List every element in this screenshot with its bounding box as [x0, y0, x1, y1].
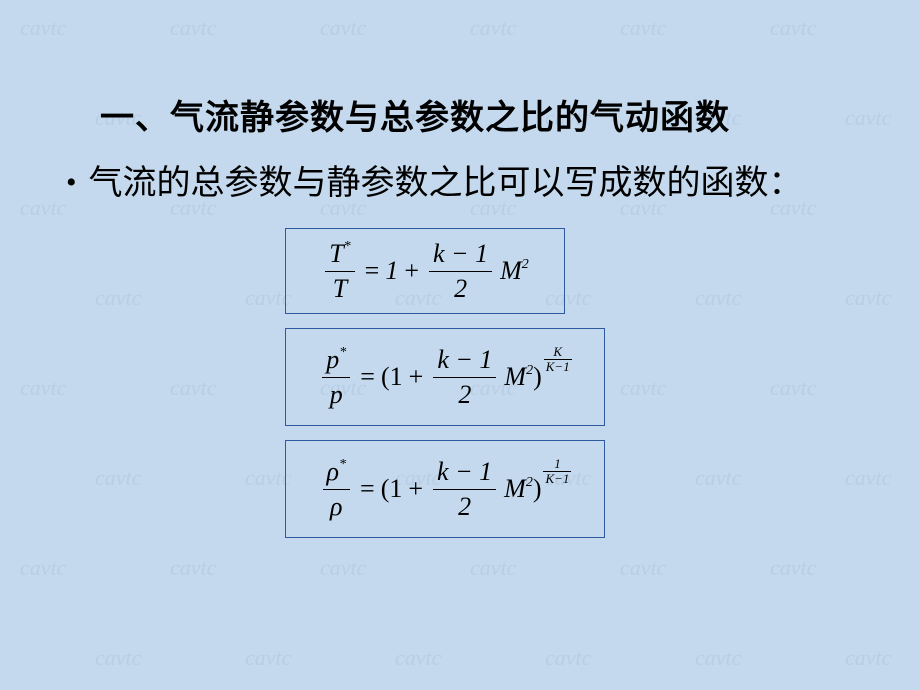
- eq3-M: M: [504, 474, 526, 503]
- watermark: cavtc: [695, 645, 741, 671]
- eq2-num-sup: *: [339, 345, 346, 360]
- eq1-Msup: 2: [522, 257, 529, 272]
- bullet-marker: •: [66, 159, 77, 207]
- equation-3: ρ* ρ = (1 + k − 1 2 M2 ) 1 K−1: [319, 457, 572, 522]
- eq3-Msup: 2: [526, 475, 533, 490]
- watermark: cavtc: [620, 555, 666, 581]
- section-title: 一、气流静参数与总参数之比的气动函数: [100, 90, 860, 139]
- watermark: cavtc: [395, 645, 441, 671]
- eq1-mid-den: 2: [450, 272, 471, 304]
- watermark: cavtc: [545, 645, 591, 671]
- watermark: cavtc: [470, 555, 516, 581]
- watermark: cavtc: [245, 645, 291, 671]
- watermark: cavtc: [20, 555, 66, 581]
- equation-2: p* p = (1 + k − 1 2 M2 ) K K−1: [318, 345, 571, 410]
- eq2-num-base: p: [326, 345, 339, 374]
- watermark: cavtc: [320, 555, 366, 581]
- watermark: cavtc: [770, 555, 816, 581]
- eq2-M: M: [504, 362, 526, 391]
- eq3-num-base: ρ: [327, 457, 339, 486]
- eq1-num-sup: *: [344, 239, 351, 254]
- eq3-exp-den: K−1: [543, 472, 571, 486]
- eq1-num-base: T: [329, 239, 343, 268]
- bullet-item: • 气流的总参数与静参数之比可以写成数的函数：: [60, 159, 860, 208]
- watermark: cavtc: [170, 555, 216, 581]
- eq2-exp-num: K: [551, 345, 564, 359]
- eq3-mid-num: k − 1: [433, 457, 496, 489]
- eq1-mid-num: k − 1: [429, 239, 492, 271]
- eq1-den: T: [329, 272, 351, 304]
- eq2-den: p: [326, 378, 347, 410]
- eq2-Msup: 2: [526, 363, 533, 378]
- eq3-exp-num: 1: [552, 457, 563, 471]
- eq3-den: ρ: [326, 490, 346, 522]
- watermark: cavtc: [845, 645, 891, 671]
- eq2-mid-num: k − 1: [433, 345, 496, 377]
- slide-content: 一、气流静参数与总参数之比的气动函数 • 气流的总参数与静参数之比可以写成数的函…: [0, 0, 920, 538]
- formula-box-1: T* T = 1 + k − 1 2 M2: [285, 228, 565, 314]
- eq1-one: 1: [385, 256, 398, 286]
- bullet-text: 气流的总参数与静参数之比可以写成数的函数：: [89, 159, 860, 208]
- formula-box-2: p* p = (1 + k − 1 2 M2 ) K K−1: [285, 328, 605, 426]
- eq2-mid-den: 2: [454, 378, 475, 410]
- eq1-M: M: [500, 256, 522, 285]
- eq3-mid-den: 2: [454, 490, 475, 522]
- formula-box-3: ρ* ρ = (1 + k − 1 2 M2 ) 1 K−1: [285, 440, 605, 538]
- equation-1: T* T = 1 + k − 1 2 M2: [321, 239, 529, 304]
- watermark: cavtc: [95, 645, 141, 671]
- eq3-num-sup: *: [339, 457, 346, 472]
- eq2-exp-den: K−1: [544, 360, 572, 374]
